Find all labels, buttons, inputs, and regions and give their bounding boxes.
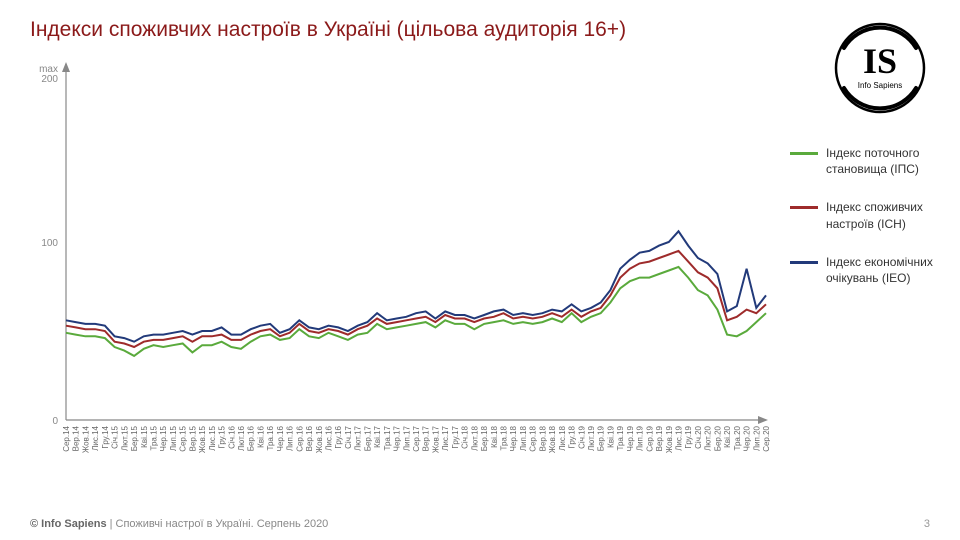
svg-text:Жов.15: Жов.15 bbox=[198, 425, 207, 453]
svg-text:Лют.16: Лют.16 bbox=[237, 425, 246, 451]
legend-swatch bbox=[790, 261, 818, 264]
svg-text:Вер.19: Вер.19 bbox=[655, 425, 664, 451]
svg-text:Кві.17: Кві.17 bbox=[373, 425, 382, 447]
svg-text:Чер.15: Чер.15 bbox=[159, 425, 168, 451]
footer-rest: | Споживчі настрої в Україні. Серпень 20… bbox=[107, 518, 329, 530]
footer-text: © Info Sapiens | Споживчі настрої в Укра… bbox=[30, 518, 328, 530]
svg-text:Бер.19: Бер.19 bbox=[597, 425, 606, 451]
svg-text:Гру.15: Гру.15 bbox=[218, 425, 227, 448]
svg-text:Гру.16: Гру.16 bbox=[334, 425, 343, 448]
svg-text:Січ.17: Січ.17 bbox=[344, 425, 353, 448]
svg-text:Тра.16: Тра.16 bbox=[266, 425, 275, 450]
svg-text:Лют.15: Лют.15 bbox=[120, 425, 129, 451]
svg-text:Лют.20: Лют.20 bbox=[704, 425, 713, 451]
svg-text:Сер.20: Сер.20 bbox=[762, 425, 770, 451]
legend-swatch bbox=[790, 206, 818, 209]
svg-text:Бер.17: Бер.17 bbox=[363, 425, 372, 451]
svg-text:Жов.19: Жов.19 bbox=[665, 425, 674, 453]
svg-text:Сер.15: Сер.15 bbox=[179, 425, 188, 451]
svg-text:Січ.20: Січ.20 bbox=[694, 425, 703, 448]
line-chart: 0100max200Сер.14Вер.14Жов.14Лис.14Гру.14… bbox=[30, 60, 770, 480]
svg-text:Чер.17: Чер.17 bbox=[393, 425, 402, 451]
svg-text:Вер.17: Вер.17 bbox=[422, 425, 431, 451]
svg-text:Гру.17: Гру.17 bbox=[451, 425, 460, 448]
svg-text:Бер.18: Бер.18 bbox=[480, 425, 489, 451]
legend-label: Індекс економічних очікувань (ІЕО) bbox=[826, 254, 945, 286]
svg-text:Вер.15: Вер.15 bbox=[188, 425, 197, 451]
svg-text:Лип.18: Лип.18 bbox=[519, 425, 528, 451]
svg-text:Січ.19: Січ.19 bbox=[577, 425, 586, 448]
svg-text:Гру.18: Гру.18 bbox=[568, 425, 577, 448]
page-number: 3 bbox=[924, 518, 930, 530]
svg-text:Січ.15: Січ.15 bbox=[111, 425, 120, 448]
legend-swatch bbox=[790, 152, 818, 155]
svg-text:Кві.19: Кві.19 bbox=[606, 425, 615, 447]
legend-item: Індекс поточного становища (ІПС) bbox=[790, 145, 945, 177]
svg-text:Жов.18: Жов.18 bbox=[548, 425, 557, 453]
svg-text:Сер.14: Сер.14 bbox=[62, 425, 71, 451]
legend-item: Індекс споживчих настроїв (ІСН) bbox=[790, 199, 945, 231]
svg-text:100: 100 bbox=[41, 238, 58, 249]
svg-text:Сер.17: Сер.17 bbox=[412, 425, 421, 451]
svg-text:Лип.17: Лип.17 bbox=[402, 425, 411, 451]
brand-logo: IS Info Sapiens bbox=[830, 18, 930, 118]
svg-text:Кві.20: Кві.20 bbox=[723, 425, 732, 447]
svg-text:Вер.18: Вер.18 bbox=[538, 425, 547, 451]
svg-text:Жов.14: Жов.14 bbox=[81, 425, 90, 453]
svg-text:Січ.18: Січ.18 bbox=[461, 425, 470, 448]
svg-text:Бер.20: Бер.20 bbox=[713, 425, 722, 451]
svg-text:Кві.16: Кві.16 bbox=[256, 425, 265, 447]
svg-text:Гру.14: Гру.14 bbox=[101, 425, 110, 448]
svg-text:Тра.19: Тра.19 bbox=[616, 425, 625, 450]
svg-text:Кві.18: Кві.18 bbox=[490, 425, 499, 447]
svg-text:200: 200 bbox=[41, 74, 58, 85]
svg-text:Січ.16: Січ.16 bbox=[227, 425, 236, 448]
svg-text:Чер.18: Чер.18 bbox=[509, 425, 518, 451]
svg-text:Тра.17: Тра.17 bbox=[383, 425, 392, 450]
svg-text:Info Sapiens: Info Sapiens bbox=[858, 81, 902, 90]
svg-text:Лип.20: Лип.20 bbox=[752, 425, 761, 451]
legend-label: Індекс поточного становища (ІПС) bbox=[826, 145, 945, 177]
svg-text:Жов.17: Жов.17 bbox=[431, 425, 440, 453]
svg-text:Бер.16: Бер.16 bbox=[247, 425, 256, 451]
svg-text:Сер.19: Сер.19 bbox=[645, 425, 654, 451]
svg-text:Лис.19: Лис.19 bbox=[675, 425, 684, 450]
svg-text:Лют.19: Лют.19 bbox=[587, 425, 596, 451]
svg-text:Чер.20: Чер.20 bbox=[743, 425, 752, 451]
svg-text:Тра.20: Тра.20 bbox=[733, 425, 742, 450]
svg-text:Сер.16: Сер.16 bbox=[295, 425, 304, 451]
chart-title: Індекси споживчих настроїв в Україні (ці… bbox=[30, 18, 626, 42]
svg-text:Лис.16: Лис.16 bbox=[325, 425, 334, 450]
svg-text:Лис.18: Лис.18 bbox=[558, 425, 567, 450]
svg-text:Чер.16: Чер.16 bbox=[276, 425, 285, 451]
svg-text:Лис.14: Лис.14 bbox=[91, 425, 100, 450]
svg-text:Лип.16: Лип.16 bbox=[286, 425, 295, 451]
legend: Індекс поточного становища (ІПС) Індекс с… bbox=[790, 145, 945, 308]
svg-text:Кві.15: Кві.15 bbox=[140, 425, 149, 447]
svg-text:Вер.16: Вер.16 bbox=[305, 425, 314, 451]
svg-text:Лис.17: Лис.17 bbox=[441, 425, 450, 450]
svg-text:Вер.14: Вер.14 bbox=[72, 425, 81, 451]
svg-text:Сер.18: Сер.18 bbox=[529, 425, 538, 451]
legend-label: Індекс споживчих настроїв (ІСН) bbox=[826, 199, 945, 231]
svg-text:Лют.17: Лют.17 bbox=[354, 425, 363, 451]
svg-text:Гру.19: Гру.19 bbox=[684, 425, 693, 448]
svg-text:Лют.18: Лют.18 bbox=[470, 425, 479, 451]
svg-text:Лип.15: Лип.15 bbox=[169, 425, 178, 451]
svg-text:Чер.19: Чер.19 bbox=[626, 425, 635, 451]
svg-text:Лип.19: Лип.19 bbox=[636, 425, 645, 451]
svg-text:Бер.15: Бер.15 bbox=[130, 425, 139, 451]
svg-text:IS: IS bbox=[863, 41, 897, 81]
svg-text:Жов.16: Жов.16 bbox=[315, 425, 324, 453]
svg-text:0: 0 bbox=[52, 416, 58, 427]
svg-text:Тра.18: Тра.18 bbox=[500, 425, 509, 450]
legend-item: Індекс економічних очікувань (ІЕО) bbox=[790, 254, 945, 286]
footer-brand: © Info Sapiens bbox=[30, 518, 107, 530]
svg-text:Лис.15: Лис.15 bbox=[208, 425, 217, 450]
svg-text:Тра.15: Тра.15 bbox=[150, 425, 159, 450]
